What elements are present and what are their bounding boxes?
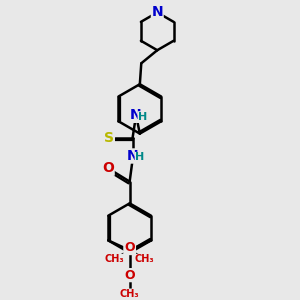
Text: O: O <box>124 268 135 282</box>
Text: N: N <box>127 149 138 163</box>
Text: O: O <box>102 161 114 175</box>
Text: CH₃: CH₃ <box>120 289 140 299</box>
Text: H: H <box>135 152 145 162</box>
Text: N: N <box>152 5 163 20</box>
Text: CH₃: CH₃ <box>105 254 124 264</box>
Text: H: H <box>138 112 147 122</box>
Text: O: O <box>124 242 134 254</box>
Text: O: O <box>125 242 135 254</box>
Text: S: S <box>104 131 114 145</box>
Text: CH₃: CH₃ <box>135 254 155 264</box>
Text: N: N <box>130 108 141 122</box>
